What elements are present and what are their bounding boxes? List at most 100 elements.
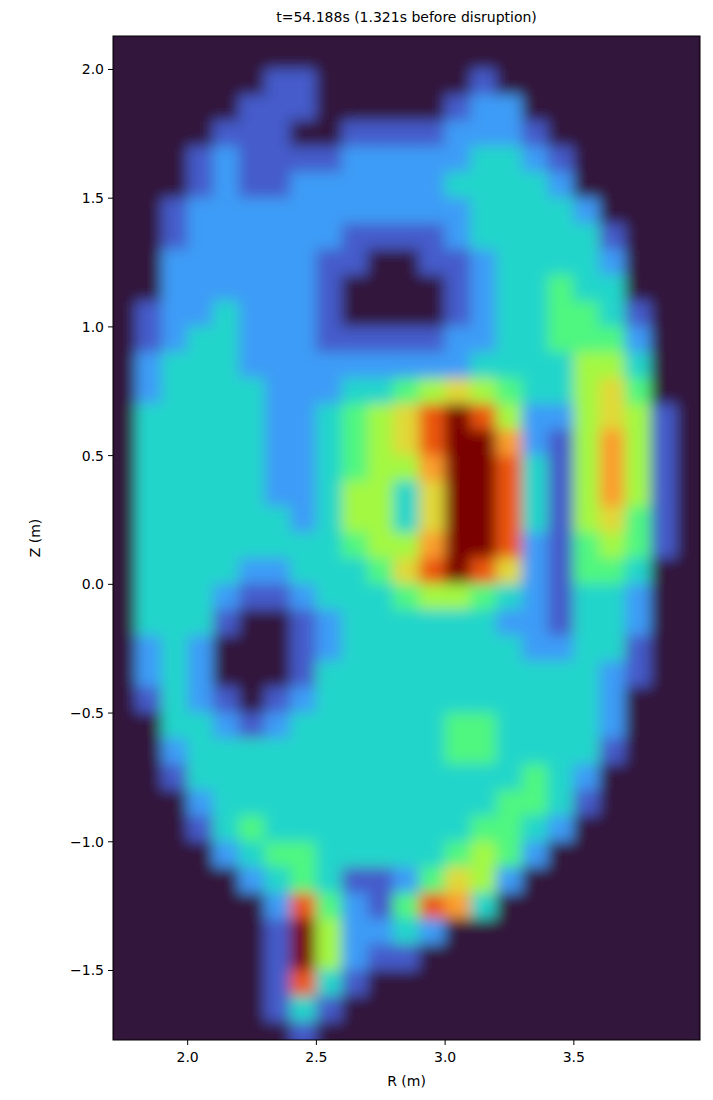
cell [213, 532, 240, 559]
cell [470, 198, 497, 225]
cell [342, 558, 369, 585]
cell [239, 790, 266, 817]
cell [522, 378, 549, 405]
cell [573, 893, 600, 920]
cell [419, 635, 446, 662]
cell [496, 481, 523, 508]
cell [239, 816, 266, 843]
cell [290, 378, 317, 405]
cell [239, 429, 266, 456]
cell [470, 120, 497, 147]
cell [113, 867, 137, 894]
cell [496, 43, 523, 70]
cell [599, 944, 626, 971]
cell [651, 635, 678, 662]
cell [290, 352, 317, 379]
cell [264, 198, 291, 225]
cell [625, 404, 652, 431]
cell [316, 146, 343, 173]
cell [522, 661, 549, 688]
cell [419, 893, 446, 920]
cell [290, 661, 317, 688]
cell [136, 661, 163, 688]
cell [445, 120, 472, 147]
cell [367, 558, 394, 585]
cell [290, 172, 317, 199]
cell [213, 610, 240, 637]
cell [470, 713, 497, 740]
cell [676, 867, 700, 894]
cell [290, 120, 317, 147]
cell [496, 146, 523, 173]
cell [522, 532, 549, 559]
cell [187, 481, 214, 508]
cell [264, 146, 291, 173]
cell [161, 223, 188, 250]
cell [161, 275, 188, 302]
cell [445, 301, 472, 328]
cell [367, 532, 394, 559]
cell [470, 352, 497, 379]
cell [651, 893, 678, 920]
cell [239, 146, 266, 173]
cell [522, 301, 549, 328]
cell [496, 120, 523, 147]
cell [213, 352, 240, 379]
cell [367, 404, 394, 431]
cell [625, 996, 652, 1023]
cell [342, 120, 369, 147]
cell [419, 1021, 446, 1040]
cell [290, 764, 317, 791]
cell [470, 36, 497, 44]
cell [651, 738, 678, 765]
cell [496, 635, 523, 662]
cell [161, 610, 188, 637]
cell [113, 635, 137, 662]
cell [393, 893, 420, 920]
cell [213, 301, 240, 328]
cell [316, 996, 343, 1023]
cell [367, 1021, 394, 1040]
cell [548, 661, 575, 688]
cell [470, 404, 497, 431]
cell [676, 172, 700, 199]
cell [393, 95, 420, 122]
cell [496, 1021, 523, 1040]
cell [316, 687, 343, 714]
cell [290, 455, 317, 482]
cell [393, 790, 420, 817]
cell [187, 610, 214, 637]
cell [213, 816, 240, 843]
x-tick-label: 3.5 [563, 1049, 585, 1065]
cell [419, 790, 446, 817]
cell [290, 635, 317, 662]
cell [316, 43, 343, 70]
cell [445, 455, 472, 482]
cell [419, 275, 446, 302]
cell [316, 301, 343, 328]
cell [264, 764, 291, 791]
cell [676, 584, 700, 611]
cell [393, 764, 420, 791]
cell [496, 764, 523, 791]
cell [136, 687, 163, 714]
cell [161, 146, 188, 173]
cell [625, 687, 652, 714]
cell [316, 481, 343, 508]
cell [419, 120, 446, 147]
cell [367, 275, 394, 302]
cell [113, 36, 137, 44]
cell [136, 481, 163, 508]
cell [548, 610, 575, 637]
cell [393, 275, 420, 302]
cell [187, 172, 214, 199]
cell [161, 635, 188, 662]
cell [113, 275, 137, 302]
cell [625, 558, 652, 585]
cell [651, 429, 678, 456]
cell [522, 919, 549, 946]
cell [113, 532, 137, 559]
cell [419, 970, 446, 997]
cell [445, 713, 472, 740]
cell [445, 36, 472, 44]
